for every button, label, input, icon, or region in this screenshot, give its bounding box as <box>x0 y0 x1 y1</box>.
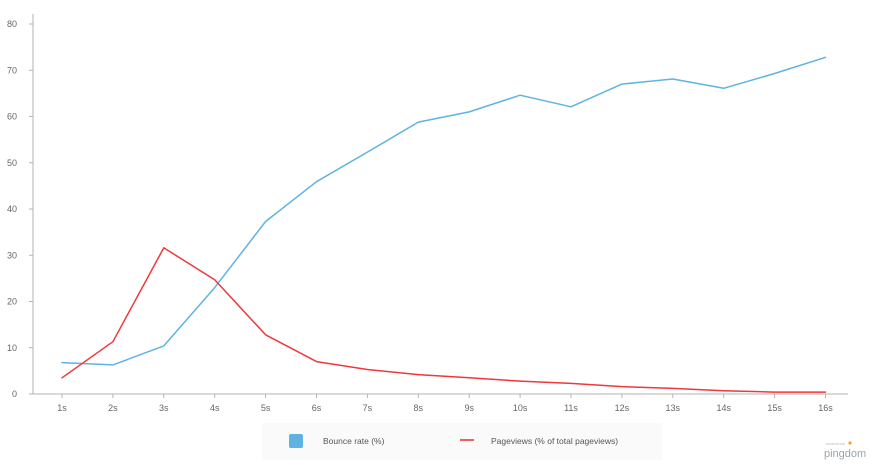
data-point-pageviews <box>265 334 267 336</box>
data-point-bounce-rate <box>672 78 674 80</box>
y-tick-label: 20 <box>7 297 17 307</box>
legend-label-bounce-rate: Bounce rate (%) <box>323 436 385 446</box>
brand-text: pingdom <box>824 448 866 460</box>
x-tick-label: 3s <box>159 403 169 413</box>
x-tick-label: 14s <box>716 403 731 413</box>
x-tick-label: 16s <box>818 403 833 413</box>
x-tick-label: 15s <box>767 403 782 413</box>
x-tick-label: 2s <box>108 403 118 413</box>
x-axis-ticks: 1s 2s 3s 4s 5s 6s 7s 8s 9s 10s 11s 12s 13s 14s 15s 16s <box>57 394 833 413</box>
data-point-bounce-rate <box>519 94 521 96</box>
brand-subtext: solarwinds <box>826 441 845 446</box>
legend-label-pageviews: Pageviews (% of total pageviews) <box>491 436 618 446</box>
data-point-bounce-rate <box>468 111 470 113</box>
y-tick-label: 40 <box>7 204 17 214</box>
x-tick-label: 13s <box>666 403 681 413</box>
data-point-bounce-rate <box>163 345 165 347</box>
data-point-bounce-rate <box>723 87 725 89</box>
data-point-pageviews <box>468 377 470 379</box>
data-point-bounce-rate <box>825 57 827 59</box>
x-tick-label: 12s <box>615 403 630 413</box>
data-point-bounce-rate <box>265 221 267 223</box>
pingdom-logo: solarwinds pingdom <box>824 441 866 460</box>
data-point-bounce-rate <box>316 181 318 183</box>
legend-background <box>262 423 662 460</box>
data-point-bounce-rate <box>112 364 114 366</box>
x-tick-label: 7s <box>363 403 373 413</box>
x-tick-label: 6s <box>312 403 322 413</box>
data-point-pageviews <box>214 279 216 281</box>
x-tick-label: 10s <box>513 403 528 413</box>
y-tick-label: 70 <box>7 65 17 75</box>
data-point-bounce-rate <box>214 287 216 289</box>
data-point-pageviews <box>570 383 572 385</box>
axes <box>32 14 848 395</box>
data-point-pageviews <box>723 390 725 392</box>
data-point-bounce-rate <box>418 121 420 123</box>
data-point-bounce-rate <box>367 151 369 153</box>
series-line-bounce-rate <box>61 56 827 366</box>
y-tick-label: 0 <box>12 389 17 399</box>
y-tick-label: 60 <box>7 112 17 122</box>
x-tick-label: 5s <box>261 403 271 413</box>
series-line-pageviews <box>61 247 827 393</box>
series-lines <box>61 56 827 393</box>
data-point-pageviews <box>112 341 114 343</box>
x-tick-label: 9s <box>464 403 474 413</box>
brand-accent-dot <box>848 441 852 445</box>
data-point-bounce-rate <box>61 362 63 364</box>
data-point-pageviews <box>621 386 623 388</box>
legend: Bounce rate (%) Pageviews (% of total pa… <box>262 423 662 460</box>
data-point-pageviews <box>825 391 827 393</box>
data-point-pageviews <box>61 377 63 379</box>
x-tick-label: 11s <box>564 403 578 413</box>
data-point-bounce-rate <box>774 73 776 75</box>
y-tick-label: 80 <box>7 19 17 29</box>
data-point-pageviews <box>163 247 165 249</box>
data-point-pageviews <box>774 391 776 393</box>
data-point-pageviews <box>418 374 420 376</box>
data-point-pageviews <box>367 369 369 371</box>
data-point-bounce-rate <box>570 106 572 108</box>
x-tick-label: 4s <box>210 403 220 413</box>
data-point-pageviews <box>316 361 318 363</box>
data-point-pageviews <box>519 380 521 382</box>
data-point-pageviews <box>672 388 674 390</box>
legend-marker-bounce-rate <box>289 434 303 448</box>
data-point-bounce-rate <box>621 83 623 85</box>
y-tick-label: 10 <box>7 343 17 353</box>
y-axis-ticks: 0 10 20 30 40 50 60 70 80 <box>7 19 33 399</box>
x-tick-label: 1s <box>57 403 67 413</box>
x-tick-label: 8s <box>414 403 424 413</box>
y-tick-label: 30 <box>7 250 17 260</box>
y-tick-label: 50 <box>7 158 17 168</box>
